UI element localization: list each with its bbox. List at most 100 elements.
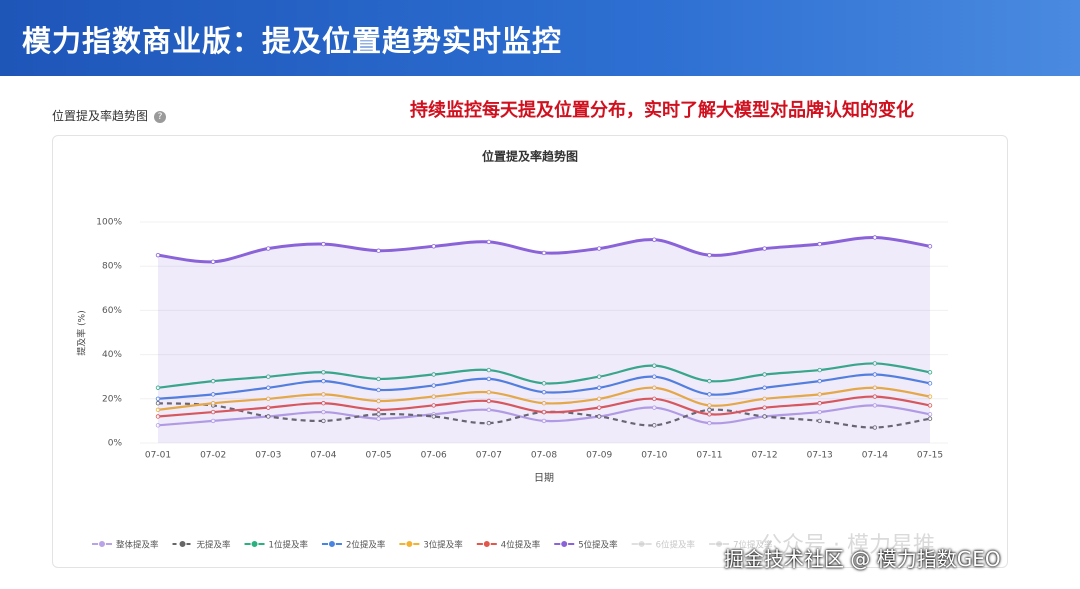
x-tick-label: 07-02 — [200, 451, 226, 461]
point — [321, 392, 326, 397]
panel-title: 位置提及率趋势图? — [52, 107, 167, 124]
point — [431, 394, 436, 399]
legend-item[interactable]: 5位提及率 — [554, 540, 618, 551]
point — [155, 385, 161, 390]
point — [266, 396, 271, 401]
point — [321, 370, 326, 375]
legend-item[interactable]: 7位提及率 — [709, 540, 773, 551]
y-tick-label: 60% — [102, 306, 122, 316]
x-tick-label: 07-01 — [145, 451, 171, 461]
point — [872, 385, 878, 390]
point — [872, 403, 878, 408]
point — [376, 416, 381, 421]
point — [155, 414, 161, 419]
point — [652, 405, 657, 410]
legend-label: 5位提及率 — [578, 540, 618, 551]
legend-dot — [250, 540, 259, 548]
y-tick-label: 20% — [102, 394, 122, 404]
x-tick-label: 07-06 — [421, 451, 447, 461]
point — [872, 372, 878, 377]
point — [155, 407, 161, 413]
point — [486, 239, 492, 245]
point — [376, 398, 381, 404]
legend-item[interactable]: 2位提及率 — [321, 540, 386, 551]
point — [652, 423, 657, 428]
point — [486, 420, 492, 426]
legend-dot — [560, 540, 569, 548]
point — [596, 396, 602, 401]
point — [266, 414, 271, 419]
x-tick-label: 07-11 — [696, 451, 722, 461]
point — [762, 405, 767, 410]
y-tick-label: 100% — [96, 218, 122, 228]
point — [541, 401, 547, 406]
point — [762, 372, 767, 377]
point — [486, 407, 492, 413]
point — [762, 385, 767, 390]
point — [155, 252, 161, 258]
point — [707, 420, 712, 426]
point — [707, 407, 712, 413]
legend-label: 3位提及率 — [423, 540, 463, 551]
point — [541, 418, 547, 424]
point — [652, 374, 657, 379]
point — [321, 409, 326, 415]
legend-item[interactable]: 1位提及率 — [244, 540, 309, 551]
point — [817, 378, 822, 384]
legend-label: 4位提及率 — [501, 540, 541, 551]
legend-label: 整体提及率 — [116, 540, 159, 551]
x-axis-label: 日期 — [534, 472, 554, 484]
panel-title-text: 位置提及率趋势图 — [52, 109, 149, 123]
legend-label: 无提及率 — [197, 540, 232, 551]
legend-item[interactable]: 无提及率 — [172, 540, 232, 551]
point — [541, 381, 547, 386]
point — [431, 414, 436, 419]
point — [596, 374, 602, 379]
point — [541, 389, 547, 395]
point — [817, 401, 822, 406]
point — [431, 383, 436, 388]
point — [872, 425, 878, 430]
point — [927, 370, 933, 375]
header-bar: 模力指数商业版：提及位置趋势实时监控 — [0, 0, 1080, 76]
legend-item[interactable]: 4位提及率 — [476, 540, 541, 551]
point — [707, 403, 712, 408]
point — [817, 241, 822, 247]
point — [155, 401, 161, 406]
point — [210, 409, 216, 415]
y-tick-label: 80% — [102, 262, 122, 272]
point — [210, 418, 216, 424]
point — [707, 378, 712, 384]
legend-item[interactable]: 3位提及率 — [399, 540, 463, 551]
point — [321, 401, 326, 406]
point — [596, 385, 602, 390]
point — [817, 392, 822, 397]
point — [817, 418, 822, 424]
point — [376, 412, 381, 417]
point — [872, 394, 878, 399]
point — [762, 396, 767, 401]
point — [762, 246, 767, 251]
point — [376, 407, 381, 413]
x-tick-label: 07-09 — [586, 451, 612, 461]
help-icon[interactable]: ? — [154, 111, 167, 123]
point — [266, 385, 271, 390]
legend-dot — [405, 540, 414, 548]
point — [652, 385, 657, 390]
y-tick-label: 0% — [108, 439, 123, 449]
point — [210, 378, 216, 384]
legend-item[interactable]: 整体提及率 — [92, 540, 159, 551]
legend-item[interactable]: 6位提及率 — [631, 540, 696, 551]
point — [541, 409, 547, 415]
legend-dot — [715, 540, 724, 548]
point — [927, 403, 933, 408]
point — [155, 423, 161, 428]
point — [927, 394, 933, 399]
legend-dot — [482, 540, 491, 548]
point — [872, 235, 878, 240]
legend-dot — [327, 540, 336, 548]
y-tick-label: 40% — [102, 350, 122, 360]
point — [652, 363, 657, 368]
legend-dot — [637, 540, 646, 548]
